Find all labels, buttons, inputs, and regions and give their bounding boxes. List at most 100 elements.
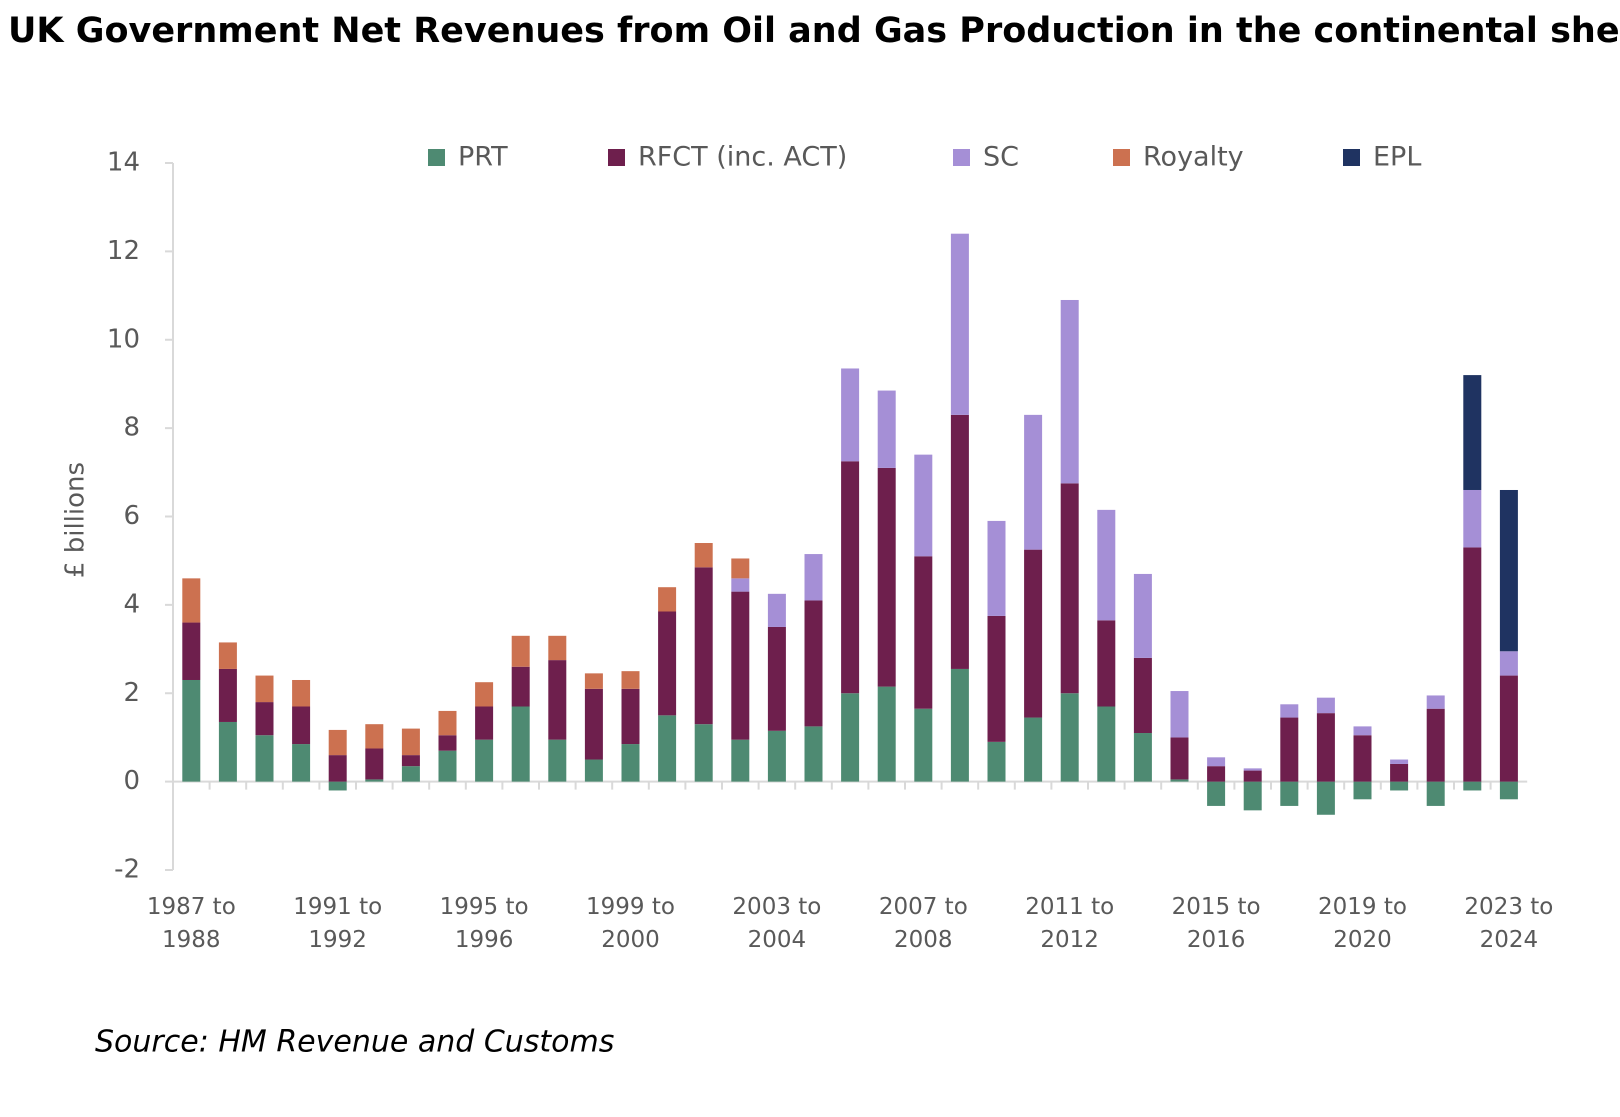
bar-segment <box>1060 693 1079 782</box>
bar-segment <box>292 679 311 707</box>
bar-segment <box>950 668 969 782</box>
bar-segment <box>731 578 750 592</box>
legend-label: SC <box>983 142 1019 173</box>
legend-label: EPL <box>1373 142 1421 173</box>
bar-segment <box>731 739 750 782</box>
bar-segment <box>218 642 237 669</box>
bar-segment <box>255 675 274 703</box>
bar-segment <box>365 724 384 749</box>
bar-segment <box>365 779 384 782</box>
x-tick-label: 1987 to 1988 <box>146 894 236 953</box>
bar-segment <box>438 750 457 782</box>
legend-swatch <box>428 149 445 166</box>
bar-segment <box>987 520 1006 616</box>
bar-segment <box>1024 549 1043 718</box>
bar-segment <box>804 726 823 782</box>
bar-segment <box>621 671 640 689</box>
bar-segment <box>182 622 201 680</box>
bar-segment <box>1024 414 1043 550</box>
bar-segment <box>1499 489 1518 652</box>
bar-segment <box>877 686 896 782</box>
bar-segment <box>548 739 567 782</box>
bar-segment <box>438 710 457 736</box>
bar-segment <box>1207 781 1226 806</box>
bar-segment <box>1426 708 1445 782</box>
bar-segment <box>1060 299 1079 484</box>
x-tick-label: 1999 to 2000 <box>586 894 675 953</box>
bar-segment <box>950 233 969 415</box>
bar-segment <box>914 454 933 557</box>
bar-segment <box>511 706 530 782</box>
bar-segment <box>548 635 567 661</box>
x-tick-label: 2015 to 2016 <box>1171 894 1261 953</box>
x-tick-label: 2023 to 2024 <box>1464 894 1554 953</box>
bar-segment <box>658 715 677 782</box>
bar-segment <box>804 600 823 727</box>
y-tick-label: 10 <box>107 324 140 354</box>
bar-segment <box>841 368 860 462</box>
bar-segment <box>621 688 640 745</box>
bar-segment <box>1024 717 1043 782</box>
bar-segment <box>877 467 896 687</box>
legend-swatch <box>953 149 970 166</box>
bar-segment <box>914 708 933 782</box>
bar-segment <box>1353 726 1372 736</box>
x-tick-label: 2003 to 2004 <box>732 894 822 953</box>
bar-segment <box>987 741 1006 782</box>
bar-segment <box>1060 483 1079 694</box>
bar-segment <box>767 626 786 731</box>
bar-segment <box>1499 675 1518 782</box>
bar-segment <box>1390 781 1409 791</box>
bar-segment <box>1097 706 1116 782</box>
bar-segment <box>1133 733 1152 782</box>
bar-segment <box>694 567 713 725</box>
y-tick-label: 2 <box>123 678 140 708</box>
bar-segment <box>548 660 567 740</box>
bar-segment <box>841 693 860 782</box>
bar-segment <box>658 611 677 716</box>
bar-segment <box>1170 779 1189 782</box>
bar-segment <box>255 735 274 782</box>
bar-segment <box>767 593 786 627</box>
bar-segment <box>401 766 420 782</box>
bar-segment <box>1170 691 1189 738</box>
bar-segment <box>584 688 603 760</box>
bar-segment <box>1316 781 1335 815</box>
x-tick-label: 2011 to 2012 <box>1025 894 1115 953</box>
bar-segment <box>1207 766 1226 782</box>
bar-segment <box>182 578 201 623</box>
y-tick-label: 6 <box>123 501 140 531</box>
x-tick-label: 2019 to 2020 <box>1318 894 1407 953</box>
bar-segment <box>1280 781 1299 806</box>
bar-segment <box>1463 375 1482 490</box>
bar-segment <box>877 390 896 468</box>
bar-segment <box>841 461 860 694</box>
bar-segment <box>1316 713 1335 782</box>
bar-segment <box>475 739 494 782</box>
bar-segment <box>401 755 420 767</box>
bar-segment <box>1463 781 1482 791</box>
bar-segment <box>328 729 347 756</box>
bar-segment <box>731 558 750 579</box>
bar-segment <box>1280 717 1299 782</box>
bar-segment <box>584 759 603 782</box>
bar-segment <box>1133 657 1152 734</box>
bar-segment <box>1280 704 1299 718</box>
bar-segment <box>1243 781 1262 811</box>
bar-segment <box>1133 573 1152 658</box>
legend-swatch <box>1343 149 1360 166</box>
bar-segment <box>804 554 823 601</box>
bar-segment <box>1426 781 1445 806</box>
bar-segment <box>1170 737 1189 780</box>
x-tick-label: 1991 to 1992 <box>293 894 383 953</box>
legend-label: Royalty <box>1143 142 1244 173</box>
bar-segment <box>914 556 933 709</box>
bar-segment <box>365 748 384 780</box>
bar-segment <box>694 543 713 568</box>
bar-segment <box>767 730 786 782</box>
source-note: Source: HM Revenue and Customs <box>95 1025 614 1060</box>
bar-segment <box>1463 547 1482 782</box>
bar-segment <box>1207 757 1226 767</box>
bar-segment <box>1243 768 1262 771</box>
